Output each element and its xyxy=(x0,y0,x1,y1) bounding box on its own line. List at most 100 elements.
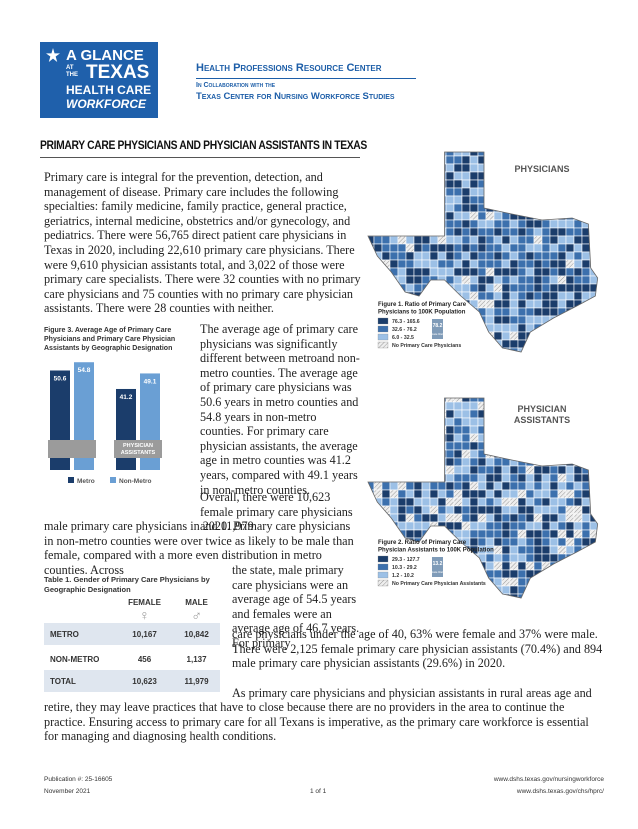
county xyxy=(469,433,479,443)
county xyxy=(502,602,510,604)
county xyxy=(501,275,511,285)
county xyxy=(368,513,375,523)
county xyxy=(573,577,583,587)
county xyxy=(589,195,598,205)
county xyxy=(414,602,422,604)
county xyxy=(453,155,463,165)
county xyxy=(573,473,583,483)
county xyxy=(373,235,383,245)
table-cell: 456 xyxy=(137,654,152,664)
county xyxy=(509,529,519,539)
county xyxy=(421,331,431,341)
county xyxy=(501,219,511,229)
county xyxy=(525,243,535,253)
county xyxy=(397,203,407,213)
county xyxy=(494,602,502,604)
county xyxy=(413,465,423,475)
county xyxy=(557,347,567,352)
county xyxy=(557,497,567,507)
county xyxy=(493,187,503,197)
county xyxy=(557,425,567,435)
county xyxy=(389,585,399,595)
county xyxy=(477,473,487,483)
county xyxy=(581,291,591,301)
county xyxy=(421,195,431,205)
county xyxy=(373,195,383,205)
county xyxy=(565,457,575,467)
county xyxy=(445,331,455,341)
county xyxy=(413,409,423,419)
county xyxy=(477,275,487,285)
legend-swatch xyxy=(377,571,389,579)
county xyxy=(565,291,575,301)
state-rate-box xyxy=(432,557,443,577)
county xyxy=(557,473,567,483)
county xyxy=(397,593,407,598)
county xyxy=(405,473,415,483)
county xyxy=(485,537,495,547)
county xyxy=(461,513,471,523)
legend-label: 1.2 - 10.2 xyxy=(392,573,414,579)
county xyxy=(526,356,534,363)
map-label-part: ASSISTANTS xyxy=(514,415,570,425)
county xyxy=(581,155,591,165)
county xyxy=(373,465,383,475)
county xyxy=(549,465,559,475)
legend-title: Figure 1. Ratio of Primary Care Physician… xyxy=(378,302,467,316)
county xyxy=(429,409,439,419)
legend-swatch xyxy=(377,579,389,587)
county xyxy=(509,433,519,443)
county xyxy=(382,602,390,604)
county xyxy=(501,152,511,157)
legend-swatch xyxy=(377,317,389,325)
county xyxy=(541,155,551,165)
county xyxy=(413,267,423,277)
county xyxy=(469,275,479,285)
county xyxy=(485,473,495,483)
county xyxy=(469,441,479,451)
county xyxy=(373,457,383,467)
county xyxy=(485,152,495,157)
county xyxy=(598,482,606,490)
county xyxy=(501,417,511,427)
county xyxy=(493,545,503,555)
county xyxy=(368,179,375,189)
county xyxy=(493,433,503,443)
county xyxy=(525,489,535,499)
county xyxy=(368,275,375,285)
county xyxy=(589,339,598,349)
county xyxy=(405,417,415,427)
legend-label: 29.3 - 127.7 xyxy=(392,557,420,563)
county xyxy=(565,339,575,349)
county xyxy=(368,251,375,261)
county xyxy=(525,155,535,165)
county xyxy=(598,332,606,340)
county xyxy=(533,521,543,531)
county xyxy=(437,283,447,293)
county xyxy=(573,171,583,181)
county xyxy=(517,481,527,491)
county xyxy=(368,163,375,173)
table-header-row: FEMALE ♀ MALE ♂ xyxy=(44,598,220,623)
county xyxy=(445,489,455,499)
county xyxy=(373,163,383,173)
county xyxy=(598,156,606,164)
county xyxy=(368,187,375,197)
county xyxy=(565,155,575,165)
county xyxy=(533,331,543,341)
county xyxy=(461,561,471,571)
county xyxy=(413,347,423,352)
county xyxy=(477,243,487,253)
county xyxy=(429,171,439,181)
county xyxy=(549,179,559,189)
county xyxy=(397,219,407,229)
county xyxy=(469,425,479,435)
county xyxy=(461,331,471,341)
county xyxy=(493,235,503,245)
county xyxy=(573,489,583,499)
county xyxy=(533,481,543,491)
county xyxy=(565,275,575,285)
county xyxy=(598,474,606,482)
paragraph: As primary care physicians and physician… xyxy=(232,686,592,700)
county xyxy=(501,489,511,499)
